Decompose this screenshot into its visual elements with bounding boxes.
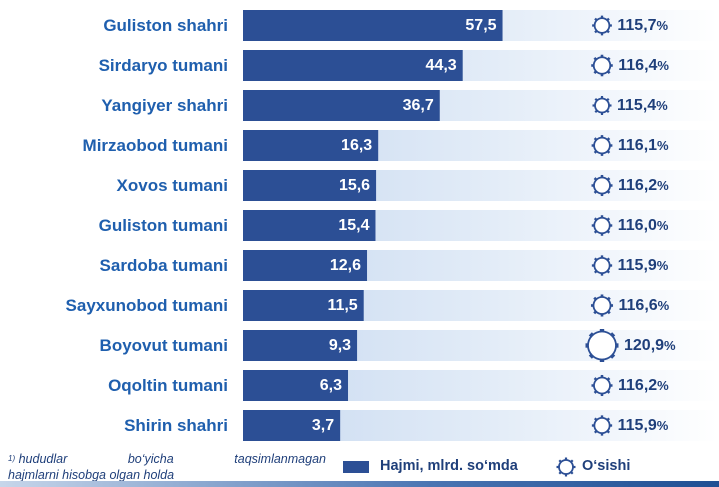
legend-bar-swatch (343, 461, 369, 473)
growth-gear-icon (592, 96, 612, 115)
footnote-marker: 1) (8, 454, 16, 463)
bar-sirdaryo-tumani (243, 50, 463, 81)
growth-number: 116,0 (617, 217, 657, 234)
bottom-decor-strip (0, 481, 719, 487)
growth-value-label: 116,2% (618, 177, 669, 195)
growth-gear-icon (591, 135, 613, 156)
growth-value-label: 116,1% (618, 137, 669, 155)
bar-shirin-shahri (243, 410, 341, 441)
growth-value-label: 116,6% (619, 297, 670, 315)
bar-oqoltin-tumani (243, 370, 349, 401)
growth-value-label: 120,9% (624, 337, 676, 355)
footnote-line-2: hajmlarni hisobga olgan holda (8, 468, 175, 482)
growth-unit: % (656, 258, 669, 273)
bar-value-label: 3,7 (311, 417, 335, 434)
bar-guliston-shahri (243, 10, 503, 41)
growth-unit: % (664, 338, 676, 353)
growth-gear-icon (592, 15, 612, 36)
growth-value-label: 115,9% (618, 257, 669, 275)
category-label: Yangiyer shahri (101, 96, 228, 115)
category-label: Mirzaobod tumani (82, 136, 228, 155)
category-label: Xovos tumani (116, 176, 228, 195)
bar-value-label: 11,5 (327, 297, 358, 314)
growth-gear-icon (585, 329, 619, 362)
growth-number: 116,6 (618, 297, 658, 314)
growth-value-label: 116,4% (618, 57, 669, 75)
growth-unit: % (657, 58, 669, 73)
category-label: Sirdaryo tumani (98, 56, 228, 75)
growth-unit: % (657, 298, 670, 313)
bar-value-label: 12,6 (329, 257, 362, 274)
growth-gear-icon (591, 54, 613, 77)
legend-gear-label: O‘sishi (582, 458, 631, 474)
bar-mirzaobod-tumani (243, 130, 379, 161)
bar-value-label: 15,6 (338, 177, 371, 194)
bar-value-label: 57,5 (465, 17, 497, 34)
growth-gear-icon (591, 415, 613, 436)
footnote-word: hududlar (18, 452, 68, 466)
growth-gear-icon (590, 294, 614, 317)
growth-number: 116,1 (617, 137, 658, 154)
bar-guliston-tumani (243, 210, 376, 241)
category-label: Guliston tumani (98, 216, 228, 235)
growth-number: 115,7 (617, 17, 657, 34)
growth-value-label: 115,7% (617, 17, 668, 35)
growth-value-label: 116,2% (618, 377, 669, 395)
growth-gear-icon (591, 255, 613, 276)
legend-gear-icon (556, 457, 576, 477)
growth-unit: % (656, 218, 669, 233)
category-label: Sayxunobod tumani (65, 296, 228, 315)
growth-unit: % (657, 138, 669, 153)
growth-number: 116,2 (618, 377, 658, 394)
bar-yangiyer-shahri (243, 90, 440, 121)
bar-value-label: 36,7 (402, 97, 434, 114)
bar-boyovut-tumani (243, 330, 358, 361)
growth-unit: % (657, 378, 669, 393)
growth-value-label: 116,0% (618, 217, 669, 235)
growth-unit: % (656, 18, 669, 33)
bar-sayxunobod-tumani (243, 290, 364, 321)
growth-number: 120,9 (624, 337, 665, 354)
footnote-line-1: 1) hududlar bo‘yicha taqsimlanmagan (8, 451, 326, 467)
category-label: Sardoba tumani (99, 256, 228, 275)
footnote: 1) hududlar bo‘yicha taqsimlanmagan hajm… (8, 451, 326, 483)
bar-value-label: 9,3 (328, 337, 352, 354)
growth-number: 116,4 (618, 57, 658, 74)
growth-gear-icon (591, 215, 613, 236)
growth-value-label: 115,4% (617, 97, 668, 115)
footnote-word: bo‘yicha (127, 452, 174, 466)
growth-unit: % (656, 418, 669, 433)
legend-bar-label: Hajmi, mlrd. so‘mda (380, 458, 518, 474)
category-label: Guliston shahri (103, 16, 228, 35)
bar-value-label: 44,3 (425, 57, 457, 74)
category-label: Shirin shahri (124, 416, 228, 435)
growth-number: 115,9 (617, 417, 657, 434)
growth-number: 115,9 (617, 257, 657, 274)
growth-unit: % (656, 98, 668, 113)
growth-number: 116,2 (618, 177, 658, 194)
growth-number: 115,4 (617, 97, 657, 114)
category-label: Boyovut tumani (99, 336, 228, 355)
category-label: Oqoltin tumani (108, 376, 228, 395)
chart-area (243, 10, 718, 441)
bar-value-label: 16,3 (341, 137, 373, 154)
bar-xovos-tumani (243, 170, 377, 201)
growth-value-label: 115,9% (618, 417, 669, 435)
footnote-word: taqsimlanmagan (234, 452, 326, 466)
bar-value-label: 6,3 (319, 377, 342, 394)
bar-sardoba-tumani (243, 250, 368, 281)
growth-gear-icon (591, 374, 613, 397)
growth-unit: % (657, 178, 669, 193)
bar-value-label: 15,4 (338, 217, 370, 234)
growth-gear-icon (591, 174, 613, 197)
